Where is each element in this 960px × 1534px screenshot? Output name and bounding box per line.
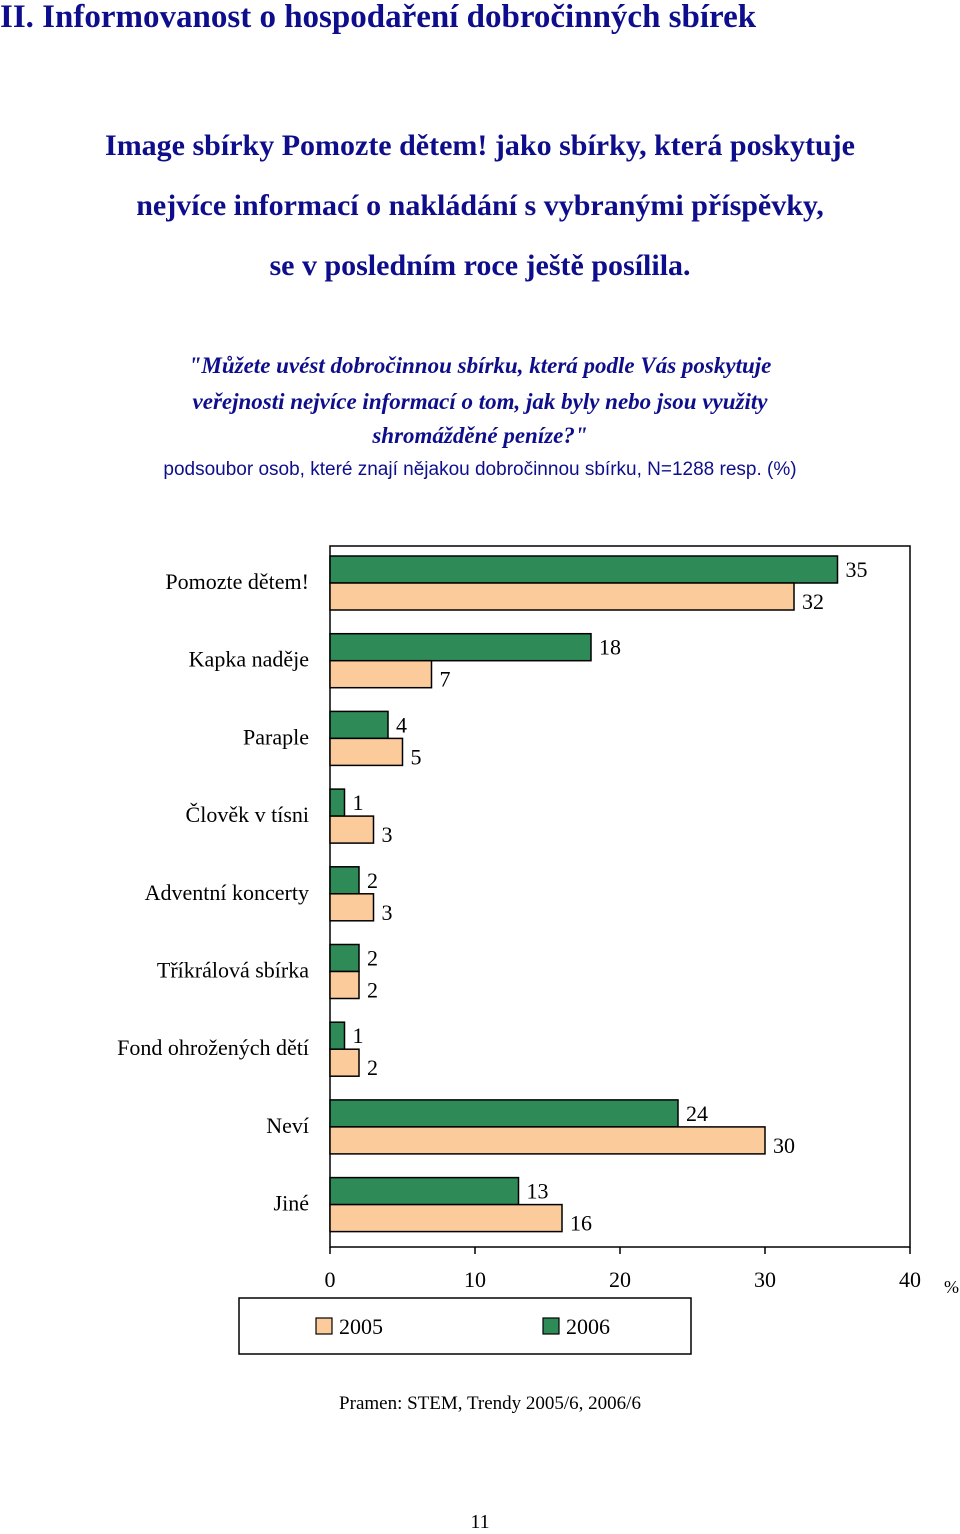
category-label: Fond ohrožených dětí [117,1035,309,1060]
bar-2005 [329,970,360,1000]
page-number: 11 [470,1511,490,1533]
x-tick-label: 20 [609,1267,631,1292]
data-label-2005: 7 [440,667,451,692]
source-note: Pramen: STEM, Trendy 2005/6, 2006/6 [339,1393,641,1414]
question-line-1: "Můžete uvést dobročinnou sbírku, která … [188,353,772,378]
data-label-2005: 2 [367,978,378,1003]
headline-line-3: se v posledním roce ještě posílila. [269,249,691,282]
data-label-2006: 2 [367,868,378,893]
data-label-2005: 2 [367,1055,378,1080]
bar-2005 [329,1203,563,1233]
bar-2006 [329,632,592,662]
category-label: Jiné [274,1191,309,1216]
x-unit-label: % [944,1277,959,1297]
bar-2006 [329,710,389,740]
bar-2006 [329,788,346,817]
category-label: Pomozte dětem! [165,569,309,594]
bar-2006 [329,1099,679,1128]
data-label-2005: 5 [411,744,422,769]
bar-2005 [329,659,433,689]
category-label: Adventní koncerty [145,880,309,905]
chart-subtitle: podsoubor osob, které znají nějakou dobr… [163,459,797,480]
data-label-2006: 35 [846,557,868,582]
data-label-2005: 16 [570,1211,592,1236]
headline-line-2: nejvíce informací o nakládání s vybraným… [136,189,824,222]
data-label-2006: 24 [686,1101,708,1126]
bar-2006 [329,1021,346,1050]
data-label-2006: 4 [396,712,407,737]
data-label-2005: 3 [382,822,393,847]
bar-2005 [329,1126,766,1155]
x-tick-label: 0 [325,1267,336,1292]
category-label: Kapka naděje [189,647,309,672]
data-label-2006: 2 [367,946,378,971]
headline-line-1: Image sbírky Pomozte dětem! jako sbírky,… [105,129,855,162]
data-label-2006: 1 [353,1023,364,1048]
data-label-2005: 32 [802,589,824,614]
bar-2005 [329,582,795,611]
question-line-2: veřejnosti nejvíce informací o tom, jak … [192,389,768,414]
bar-2005 [329,815,375,844]
bar-2005 [329,737,404,767]
bar-2006 [329,943,360,973]
legend-swatch-2005 [315,1317,333,1335]
data-label-2005: 30 [773,1133,795,1158]
legend-swatch-2006 [542,1317,560,1335]
legend-label-2005: 2005 [339,1314,383,1339]
page-heading: II. Informovanost o hospodaření dobročin… [0,0,757,35]
data-label-2006: 18 [599,635,621,660]
x-tick-label: 10 [464,1267,486,1292]
legend-label-2006: 2006 [566,1314,610,1339]
bar-2006 [329,555,839,584]
category-label: Tříkrálová sbírka [157,958,309,983]
data-label-2005: 3 [382,900,393,925]
bar-2006 [329,866,360,895]
bar-2006 [329,1176,520,1206]
x-tick-label: 30 [754,1267,776,1292]
category-label: Paraple [243,724,309,749]
category-label: Neví [266,1113,309,1138]
data-label-2006: 1 [353,790,364,815]
bar-2005 [329,1048,360,1077]
legend-box [238,1297,692,1355]
bar-2005 [329,893,375,922]
x-tick-label: 40 [899,1267,921,1292]
data-label-2006: 13 [527,1179,549,1204]
category-label: Člověk v tísni [186,802,309,827]
question-line-3: shromážděné peníze?" [372,423,588,448]
